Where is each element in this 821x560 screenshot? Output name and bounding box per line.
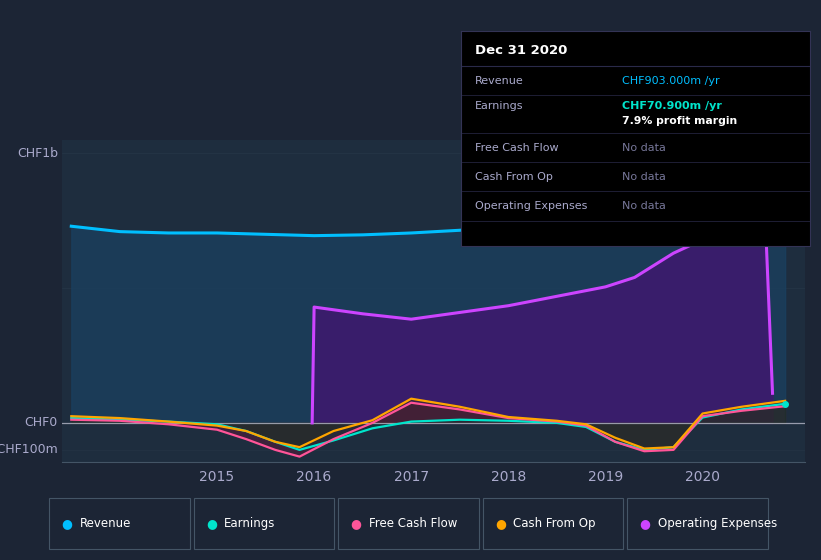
Text: Free Cash Flow: Free Cash Flow [369,517,457,530]
Text: ●: ● [640,517,650,530]
Text: ●: ● [206,517,217,530]
Text: No data: No data [622,201,666,211]
Text: -CHF100m: -CHF100m [0,444,57,456]
Text: 7.9% profit margin: 7.9% profit margin [622,116,737,126]
Text: Free Cash Flow: Free Cash Flow [475,143,559,153]
Text: No data: No data [622,172,666,182]
Text: Operating Expenses: Operating Expenses [475,201,588,211]
Text: CHF70.900m /yr: CHF70.900m /yr [622,101,722,111]
Text: No data: No data [622,143,666,153]
Text: CHF903.000m /yr: CHF903.000m /yr [622,76,719,86]
Text: ●: ● [495,517,506,530]
Text: ●: ● [351,517,361,530]
Text: CHF1b: CHF1b [17,147,57,160]
Text: Earnings: Earnings [475,101,524,111]
Text: Dec 31 2020: Dec 31 2020 [475,44,568,57]
Text: Earnings: Earnings [224,517,276,530]
Text: Operating Expenses: Operating Expenses [658,517,777,530]
Text: Cash From Op: Cash From Op [513,517,595,530]
Text: Revenue: Revenue [80,517,131,530]
Text: CHF0: CHF0 [25,417,57,430]
Text: Cash From Op: Cash From Op [475,172,553,182]
Text: Revenue: Revenue [475,76,524,86]
Text: ●: ● [62,517,72,530]
